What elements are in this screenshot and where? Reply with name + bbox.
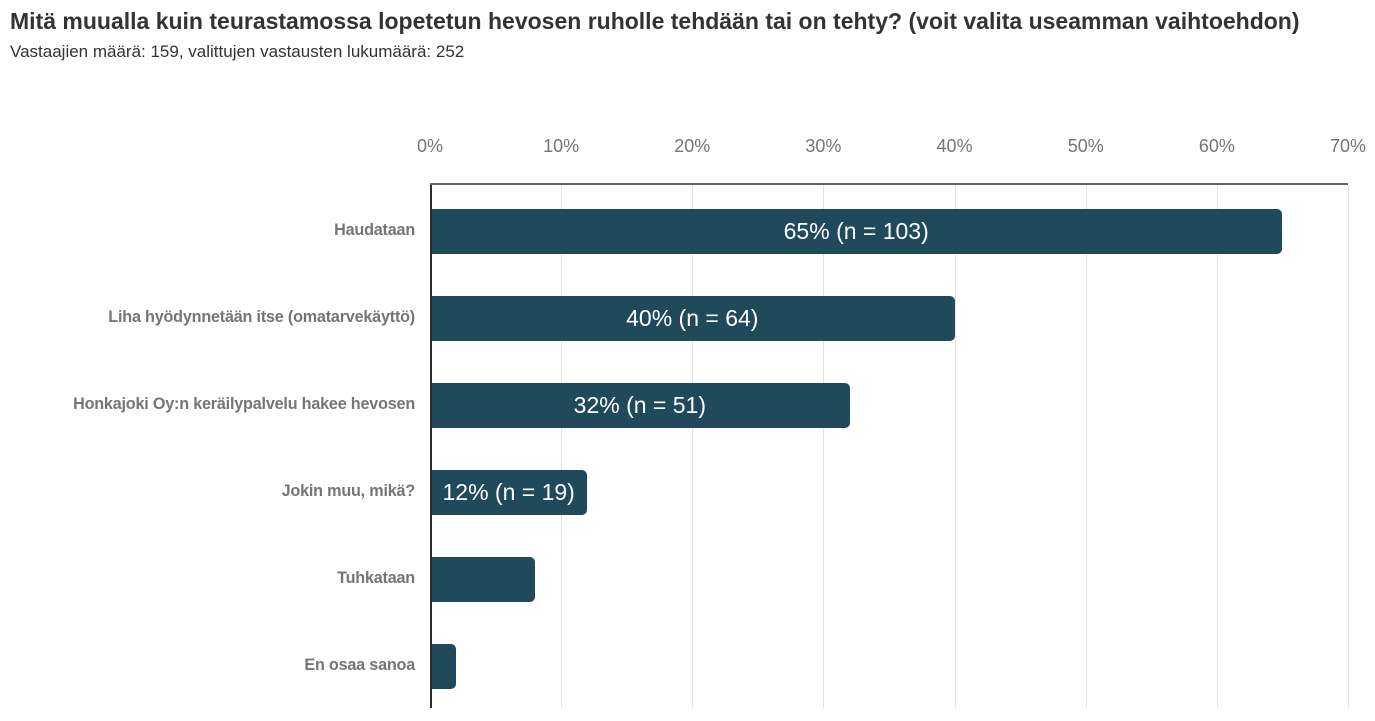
y-axis-line [430, 185, 432, 708]
gridline [561, 185, 563, 708]
gridline [954, 185, 956, 708]
bar: 65% (n = 103) [430, 209, 1283, 254]
category-label: Jokin muu, mikä? [281, 481, 416, 500]
x-tick-label: 20% [674, 136, 711, 156]
category-label: Liha hyödynnetään itse (omatarvekäyttö) [108, 307, 416, 326]
x-tick-label: 70% [1329, 136, 1367, 156]
x-tick-label: 30% [805, 136, 842, 156]
category-label: Honkajoki Oy:n keräilypalvelu hakee hevo… [73, 394, 415, 413]
x-tick-label: 10% [543, 136, 580, 156]
x-tick-label: 0% [416, 136, 444, 156]
chart-subtitle: Vastaajien määrä: 159, valittujen vastau… [10, 42, 465, 61]
bar [430, 644, 457, 689]
bar-value-label [430, 644, 456, 689]
gridline [1216, 185, 1218, 708]
bar [430, 557, 535, 602]
x-tick-label: 60% [1198, 136, 1235, 156]
bar-value-label [430, 557, 535, 602]
gridline [823, 185, 825, 708]
x-tick-label: 40% [936, 136, 973, 156]
x-axis-ticks: 0% 10% 20% 30% 40% 50% 60% 70% [417, 136, 1366, 162]
plot-area: 65% (n = 103) 40% (n = 64) 32% (n = 51) 12%… [430, 183, 1349, 708]
bar-value-label: 40% (n = 64) [626, 305, 759, 331]
bar-value-label: 65% (n = 103) [783, 218, 929, 244]
bar: 40% (n = 64) [430, 296, 955, 341]
gridline [1085, 185, 1087, 708]
bar-value-label: 12% (n = 19) [442, 479, 575, 505]
bar-chart: 0% 10% 20% 30% 40% 50% 60% 70% Haudataan Liha hy… [0, 130, 1375, 721]
x-tick-label: 50% [1067, 136, 1104, 156]
gridline [692, 185, 694, 708]
category-label: Haudataan [334, 220, 415, 239]
category-labels: Haudataan Liha hyödynnetään itse (omatarv… [0, 183, 415, 708]
chart-title: Mitä muualla kuin teurastamossa lopetetu… [10, 8, 1300, 34]
bar: 12% (n = 19) [430, 470, 588, 515]
category-label: En osaa sanoa [304, 655, 415, 674]
bar-value-label: 32% (n = 51) [573, 392, 706, 418]
category-label: Tuhkataan [337, 568, 415, 587]
bar: 32% (n = 51) [430, 383, 850, 428]
gridline [1348, 185, 1349, 708]
